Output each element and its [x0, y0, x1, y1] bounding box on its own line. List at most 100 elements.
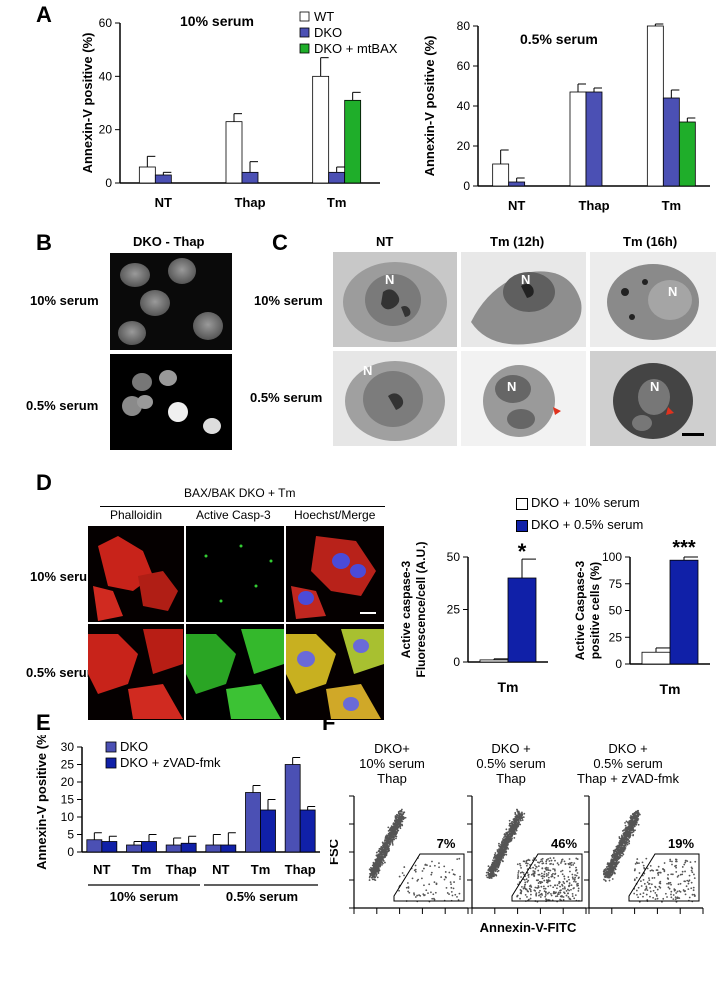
flow-plot-title: DKO+ [374, 741, 410, 756]
event-dot [384, 852, 387, 855]
flow-plot-title: 10% serum [359, 756, 425, 771]
event-dot [500, 842, 503, 845]
event-dot [638, 872, 641, 874]
event-dot [539, 860, 542, 863]
event-dot [693, 894, 696, 897]
event-dot [380, 854, 383, 856]
gate-percent: 19% [668, 836, 694, 851]
event-dot [503, 836, 505, 839]
event-dot [570, 864, 573, 867]
x-category-label: Thap [166, 862, 197, 877]
event-dot [648, 882, 651, 885]
event-dot [440, 876, 443, 878]
event-dot [670, 896, 673, 899]
gate [393, 853, 465, 902]
event-dot [534, 867, 537, 870]
event-dot [688, 874, 691, 877]
event-dot [666, 882, 668, 885]
event-dot [628, 840, 631, 843]
event-dot [693, 877, 696, 880]
event-dot [532, 870, 535, 872]
event-dot [525, 862, 527, 865]
event-dot [649, 886, 652, 889]
event-dot [549, 869, 552, 872]
event-dot [693, 873, 695, 876]
event-dot [638, 862, 640, 864]
event-dot [521, 819, 524, 822]
chart-a-left: 0 20 40 60 NT Thap Tm Annexin-V positive (%) 10%… [80, 10, 398, 210]
event-dot [411, 877, 414, 880]
event-dot [618, 856, 621, 859]
event-dot [433, 898, 436, 901]
event-dot [552, 892, 555, 895]
event-dot [511, 831, 514, 834]
event-dot [493, 866, 496, 868]
y-axis-label: Annexin-V positive (%) [422, 36, 437, 177]
event-dot [381, 854, 384, 856]
event-dot [620, 852, 623, 855]
divider [100, 506, 385, 507]
event-dot [372, 869, 375, 871]
event-dot [619, 848, 622, 851]
event-dot [667, 882, 670, 884]
event-dot [612, 858, 614, 860]
event-dot [554, 884, 557, 887]
y-tick-label: 25 [609, 630, 623, 644]
group-label: 0.5% serum [226, 889, 298, 904]
event-dot [503, 844, 506, 847]
event-dot [372, 867, 375, 870]
event-dot [516, 877, 519, 880]
event-dot [380, 859, 383, 861]
event-dot [654, 898, 657, 901]
event-dot [557, 893, 560, 896]
event-dot [553, 876, 556, 879]
event-dot [494, 869, 497, 872]
event-dot [377, 872, 380, 875]
event-dot [537, 865, 540, 868]
event-dot [379, 855, 382, 858]
event-dot [487, 872, 490, 875]
y-tick-label: 80 [457, 19, 471, 33]
y-axis-label: Annexin-V positive (%) [80, 33, 95, 174]
legend-swatch-05 [516, 520, 528, 532]
event-dot [564, 887, 566, 890]
event-dot [378, 847, 381, 850]
group-label: 10% serum [110, 889, 179, 904]
bar [669, 559, 699, 665]
event-dot [551, 875, 554, 878]
y-tick-label: 50 [447, 550, 461, 564]
event-dot [636, 862, 639, 865]
event-dot [657, 874, 660, 876]
panel-label-d: D [36, 470, 52, 495]
event-dot [574, 874, 576, 876]
event-dot [658, 885, 661, 888]
y-tick-label: 75 [609, 577, 623, 591]
event-dot [608, 879, 611, 882]
event-dot [659, 871, 661, 874]
bar [241, 171, 259, 184]
event-dot [628, 824, 631, 827]
event-dot [517, 810, 520, 813]
event-dot [613, 857, 616, 859]
event-dot [395, 827, 398, 830]
event-dot [498, 857, 501, 860]
flow-plot-title: DKO + [491, 741, 531, 756]
event-dot [676, 875, 679, 878]
event-dot [509, 826, 512, 829]
event-dot [628, 832, 631, 835]
event-dot [534, 864, 536, 866]
event-dot [523, 884, 526, 886]
event-dot [377, 856, 380, 859]
event-dot [662, 897, 665, 900]
event-dot [490, 875, 493, 878]
event-dot [562, 881, 565, 883]
event-dot [505, 832, 508, 835]
event-dot [391, 833, 394, 835]
y-tick-label: 100 [602, 550, 622, 564]
event-dot [503, 849, 506, 852]
fluor-merge-10 [286, 526, 384, 622]
event-dot [382, 862, 384, 865]
event-dot [523, 879, 526, 881]
x-category-label: Tm [132, 862, 152, 877]
event-dot [451, 894, 454, 897]
